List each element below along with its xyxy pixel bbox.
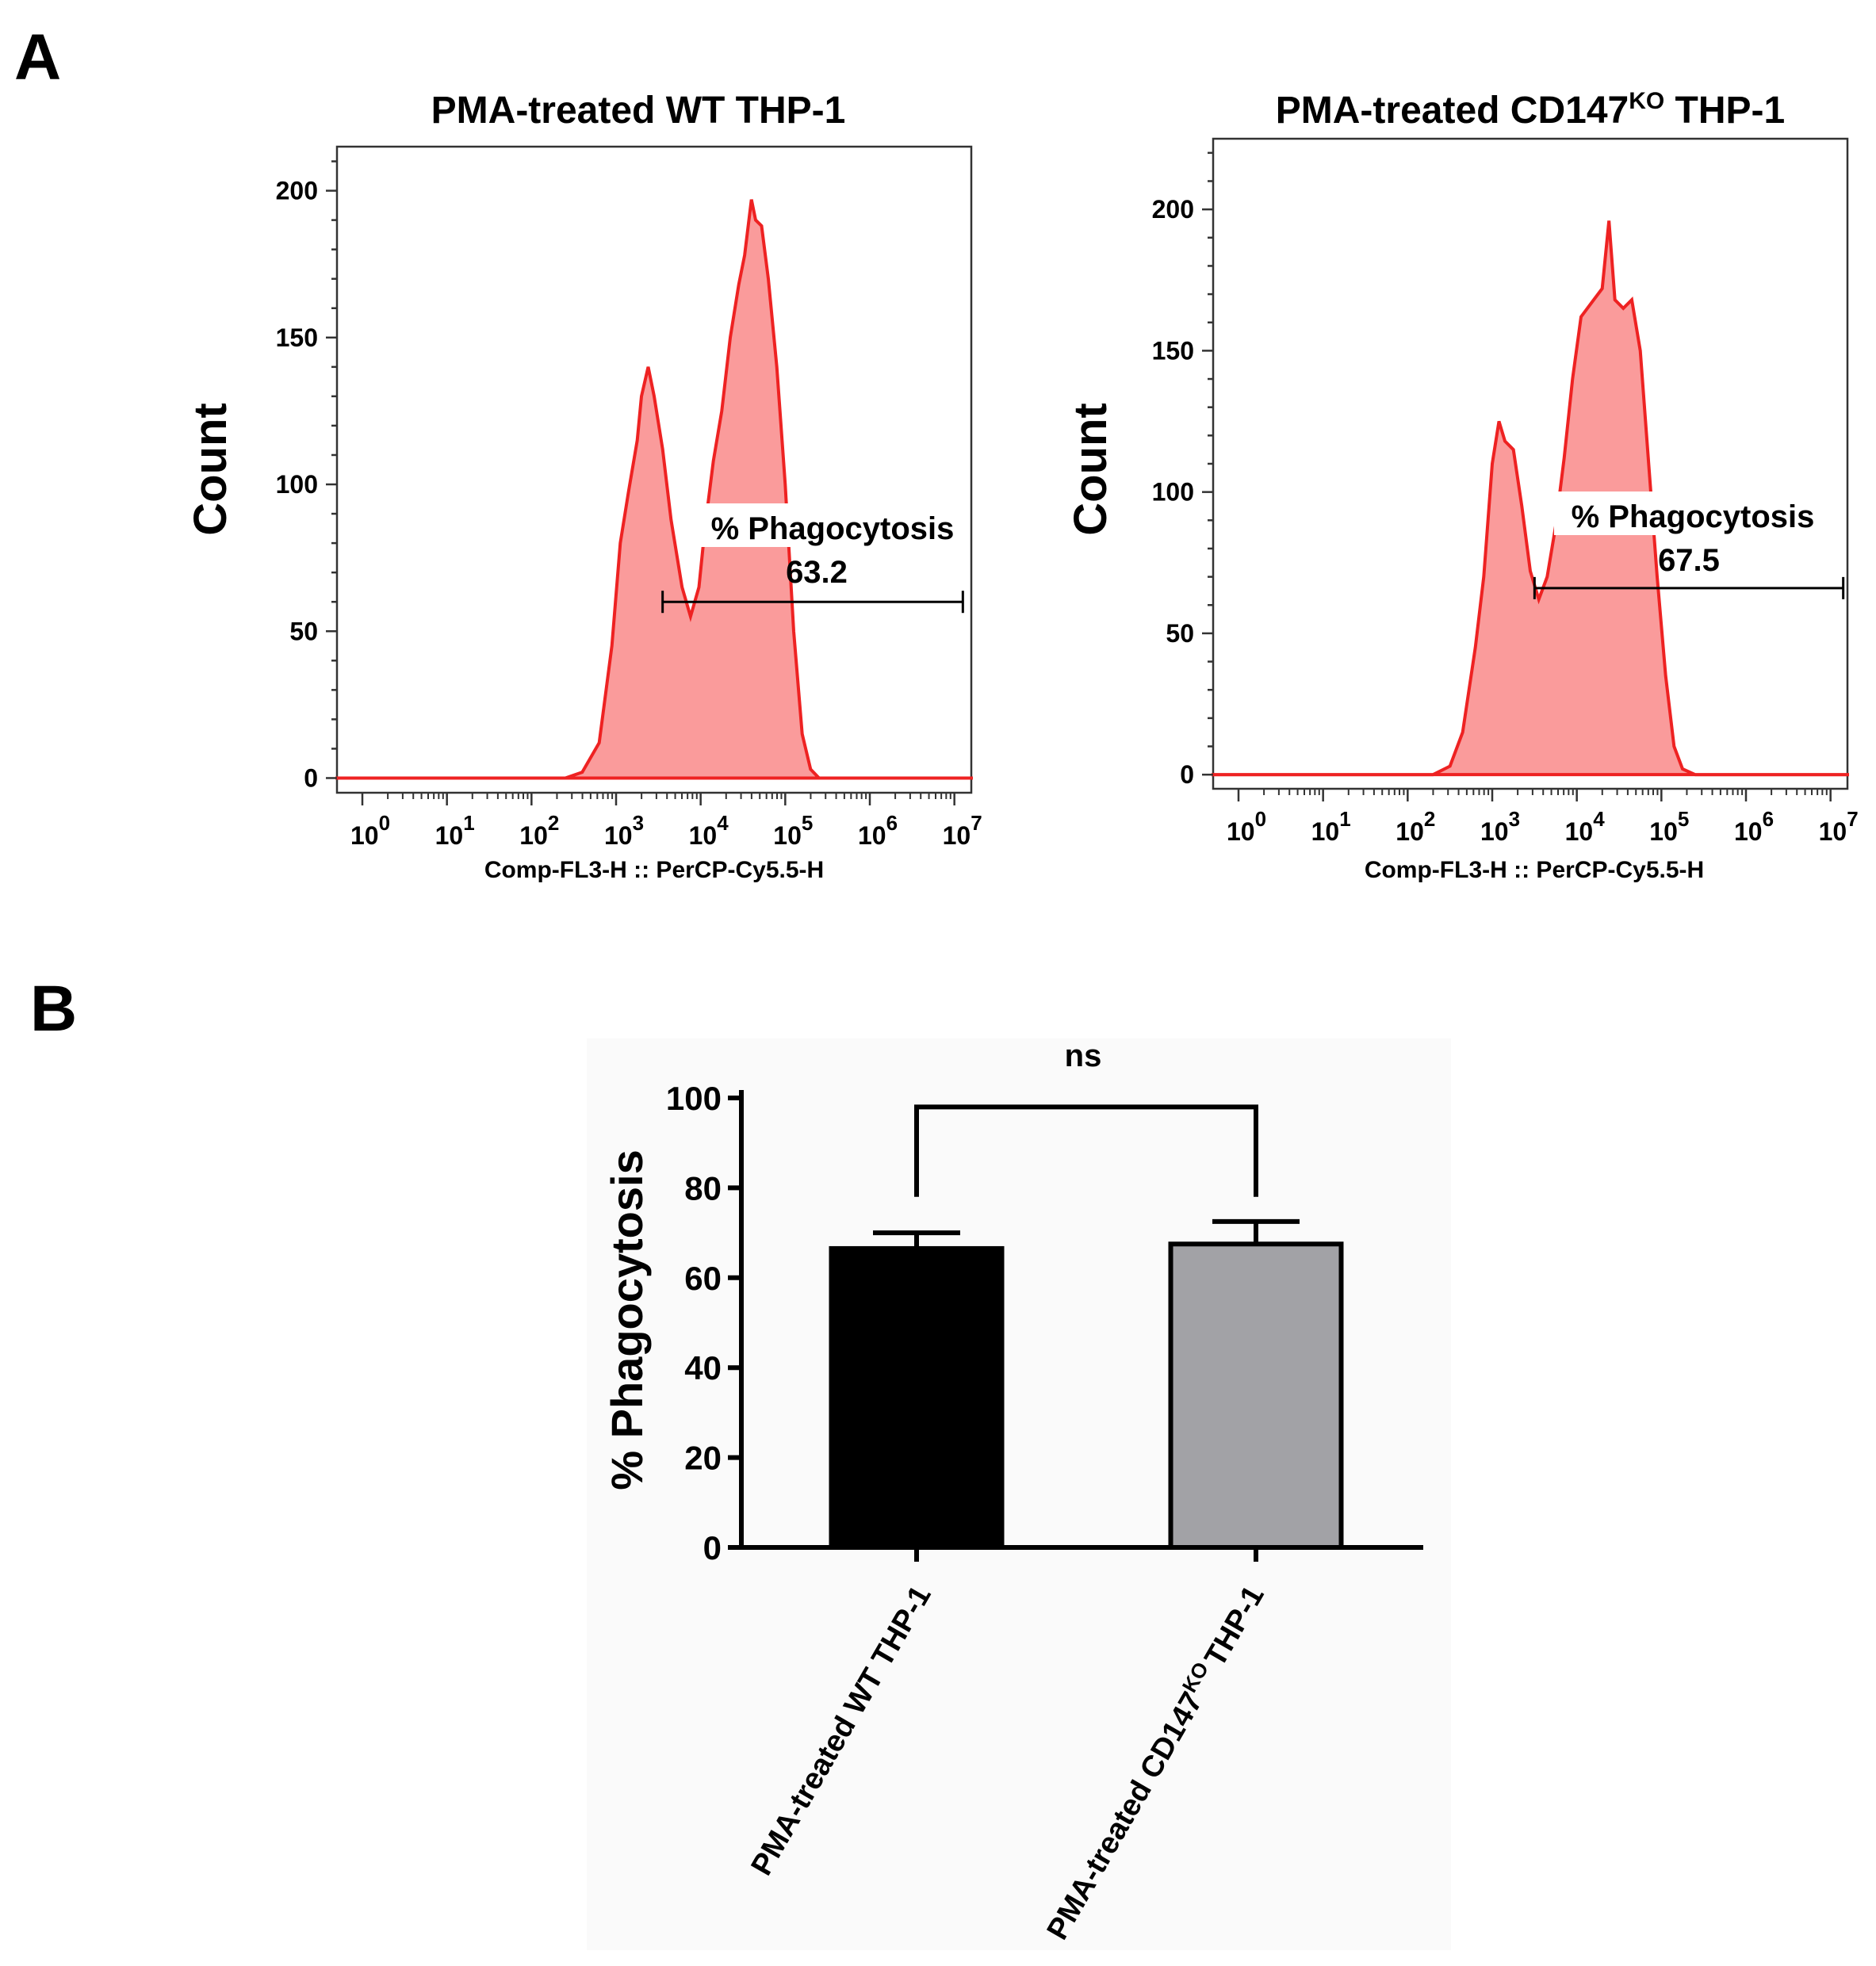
- bar-y-tick-label: 20: [684, 1440, 722, 1477]
- significance-bracket: ns: [914, 1038, 1258, 1197]
- y-tick-label: 0: [304, 763, 318, 792]
- x-tick-label: 102: [1396, 807, 1435, 846]
- x-tick-label: 107: [943, 811, 982, 850]
- histogram-ko-series: [1212, 220, 1849, 777]
- x-tick-label: 104: [1565, 807, 1606, 846]
- gate-label-background: [682, 503, 951, 547]
- histogram-ko-gate: % Phagocytosis 67.5: [1533, 492, 1845, 599]
- histogram-wt-y-label: Count: [185, 403, 236, 536]
- x-tick-label: 101: [1311, 807, 1351, 846]
- histogram-wt-gate: % Phagocytosis 63.2: [661, 503, 964, 614]
- x-tick-label: 106: [1734, 807, 1774, 846]
- gate-value: 67.5: [1658, 543, 1720, 578]
- histogram-ko-title-superscript: KO: [1629, 88, 1664, 114]
- histogram-wt-title: PMA-treated WT THP-1: [431, 90, 846, 132]
- bar-y-label: % Phagocytosis: [602, 1149, 652, 1490]
- significance-label: ns: [1065, 1038, 1102, 1073]
- x-tick-label: 105: [773, 811, 813, 850]
- x-tick-label: 103: [1480, 807, 1520, 846]
- y-tick-label: 50: [1166, 619, 1194, 648]
- bar-y-tick-label: 60: [684, 1260, 722, 1297]
- histogram-wt: PMA-treated WT THP-1 0 50 100 150 200 100 101…: [185, 90, 982, 883]
- gate-value: 63.2: [786, 555, 848, 590]
- bar-y-tick-label: 100: [666, 1080, 722, 1117]
- histogram-ko-title-suffix: THP-1: [1664, 90, 1785, 132]
- panel-letter-b: B: [30, 973, 77, 1045]
- gate-label-background: [1554, 492, 1824, 535]
- y-tick-label: 200: [1152, 195, 1194, 224]
- x-tick-label: 106: [858, 811, 898, 850]
- x-tick-label: 105: [1649, 807, 1689, 846]
- y-tick-label: 150: [1152, 336, 1194, 365]
- histogram-ko-title: PMA-treated CD147KO THP-1: [1276, 88, 1785, 132]
- x-tick-label: 101: [435, 811, 475, 850]
- panel-letter-a: A: [14, 21, 61, 94]
- bar-y-tick-label: 0: [703, 1529, 722, 1566]
- x-tick-label: 102: [519, 811, 559, 850]
- y-tick-label: 100: [1152, 478, 1194, 507]
- significance-bracket-line: [914, 1104, 1258, 1197]
- x-tick-label: 104: [689, 811, 729, 850]
- y-tick-label: 200: [276, 177, 318, 205]
- histogram-ko: PMA-treated CD147KO THP-1 0 50 100 150 200 1…: [1065, 88, 1859, 883]
- histogram-ko-x-label: Comp-FL3-H :: PerCP-Cy5.5-H: [1365, 857, 1704, 883]
- x-tick-label: 100: [1227, 807, 1266, 846]
- bar-y-tick-label: 80: [684, 1169, 722, 1207]
- y-tick-label: 150: [276, 323, 318, 352]
- histogram-ko-y-label: Count: [1065, 403, 1116, 536]
- x-tick-label: 100: [350, 811, 390, 850]
- x-tick-label: 107: [1819, 807, 1859, 846]
- gate-label: % Phagocytosis: [711, 511, 955, 546]
- y-tick-label: 50: [289, 617, 318, 645]
- y-tick-label: 0: [1180, 760, 1194, 789]
- histogram-wt-series: [335, 199, 973, 780]
- bar: [829, 1245, 1005, 1550]
- x-tick-label: 103: [604, 811, 644, 850]
- bar-y-tick-label: 40: [684, 1349, 722, 1387]
- histogram-wt-x-label: Comp-FL3-H :: PerCP-Cy5.5-H: [484, 857, 824, 883]
- bar: [1168, 1241, 1344, 1551]
- y-tick-label: 100: [276, 470, 318, 499]
- histogram-ko-title-main: PMA-treated CD147: [1276, 90, 1629, 132]
- gate-label: % Phagocytosis: [1572, 499, 1815, 534]
